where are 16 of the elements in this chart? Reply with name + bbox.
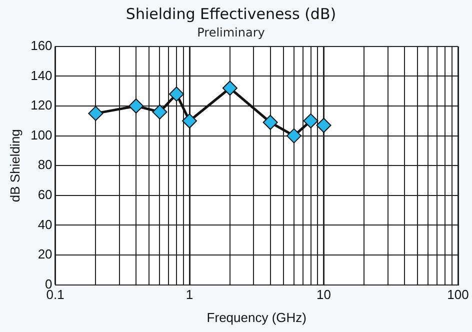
x-tick-label: 100 xyxy=(447,287,469,302)
x-axis-title: Frequency (GHz) xyxy=(206,310,306,325)
y-axis-title: dB Shielding xyxy=(7,129,22,202)
y-tick-label: 40 xyxy=(38,216,52,232)
x-tick-label: 1 xyxy=(186,287,194,302)
y-tick-label: 0 xyxy=(45,276,52,292)
y-tick-label: 20 xyxy=(38,246,52,262)
y-tick-label: 80 xyxy=(38,157,52,172)
x-tick-label: 10 xyxy=(316,287,331,302)
chart-subtitle: Preliminary xyxy=(197,25,265,40)
chart-title: Shielding Effectiveness (dB) xyxy=(126,4,336,23)
y-tick-label: 160 xyxy=(30,38,52,53)
y-tick-label: 120 xyxy=(30,98,52,113)
y-tick-label: 100 xyxy=(30,127,52,142)
y-tick-label: 60 xyxy=(38,186,52,202)
y-tick-label: 140 xyxy=(30,68,52,83)
